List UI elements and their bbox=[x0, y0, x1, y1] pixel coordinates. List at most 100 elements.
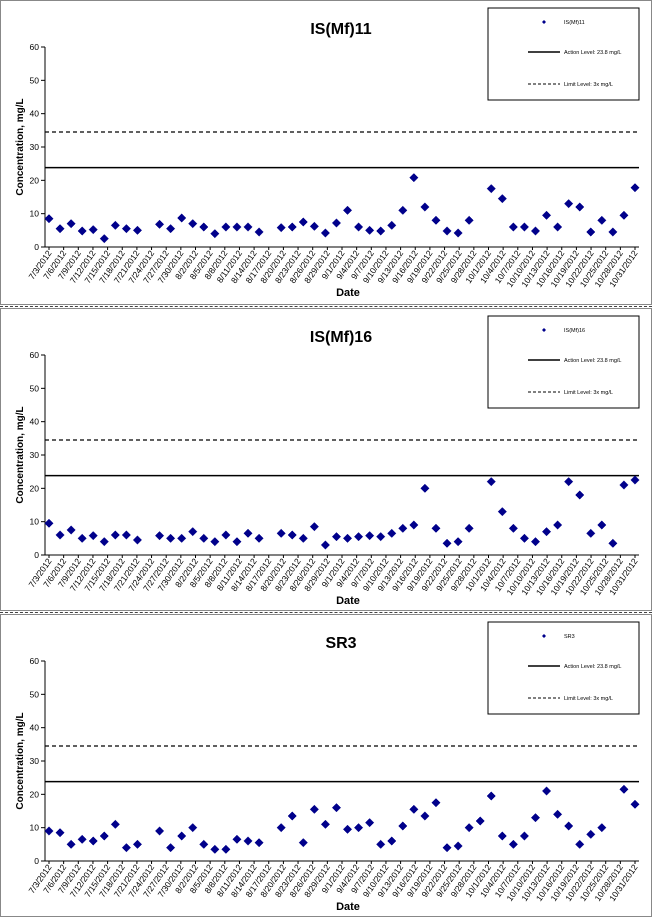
chart-title: IS(Mf)16 bbox=[310, 329, 372, 346]
data-point bbox=[409, 173, 419, 183]
data-point bbox=[188, 823, 198, 833]
data-point bbox=[221, 844, 231, 854]
data-point bbox=[575, 490, 585, 500]
data-point bbox=[121, 843, 131, 853]
data-point bbox=[486, 477, 496, 487]
y-tick-label: 50 bbox=[30, 75, 40, 85]
data-point bbox=[199, 222, 209, 232]
data-point bbox=[254, 838, 264, 848]
data-point bbox=[387, 528, 397, 538]
data-point bbox=[320, 540, 330, 550]
data-point bbox=[199, 839, 209, 849]
data-point bbox=[99, 831, 109, 841]
data-point bbox=[530, 537, 541, 547]
data-point bbox=[254, 533, 264, 543]
data-point bbox=[354, 532, 364, 542]
data-point bbox=[387, 836, 397, 846]
data-point bbox=[177, 533, 187, 543]
data-point bbox=[630, 799, 640, 809]
data-point bbox=[508, 523, 518, 533]
data-point bbox=[486, 184, 496, 194]
data-point bbox=[619, 210, 629, 220]
data-point bbox=[166, 533, 176, 543]
data-point bbox=[210, 844, 220, 854]
data-point bbox=[586, 829, 596, 839]
data-point bbox=[66, 525, 76, 535]
data-point bbox=[442, 538, 452, 548]
x-axis-label: Date bbox=[336, 287, 360, 299]
data-point bbox=[586, 528, 596, 538]
data-point bbox=[431, 798, 441, 808]
data-point bbox=[453, 841, 463, 851]
data-point bbox=[121, 530, 131, 540]
data-point bbox=[431, 215, 441, 225]
data-point bbox=[88, 531, 98, 541]
legend-label-action: Action Level: 23.8 mg/L bbox=[564, 358, 621, 364]
y-tick-label: 50 bbox=[30, 383, 40, 393]
data-point bbox=[376, 532, 386, 542]
legend-label-limit: Limit Level: 3x mg/L bbox=[564, 696, 613, 702]
data-point bbox=[597, 520, 607, 530]
data-point bbox=[420, 202, 430, 212]
data-point bbox=[66, 219, 76, 229]
y-tick-label: 40 bbox=[30, 109, 40, 119]
data-point bbox=[575, 839, 585, 849]
data-point bbox=[276, 528, 286, 538]
legend-box bbox=[487, 315, 640, 409]
data-point bbox=[342, 205, 353, 215]
data-point bbox=[287, 530, 297, 540]
data-point bbox=[453, 537, 463, 547]
data-point bbox=[564, 821, 574, 831]
data-point bbox=[66, 839, 76, 849]
data-point bbox=[409, 520, 419, 530]
x-axis-label: Date bbox=[336, 901, 360, 913]
data-point bbox=[475, 816, 485, 826]
data-point bbox=[166, 843, 176, 853]
data-point bbox=[541, 527, 552, 537]
data-point bbox=[276, 823, 286, 833]
y-tick-label: 60 bbox=[30, 656, 40, 666]
data-point bbox=[619, 784, 629, 794]
legend-marker bbox=[542, 328, 546, 332]
data-point bbox=[221, 222, 231, 232]
data-point bbox=[508, 222, 518, 232]
data-point bbox=[44, 214, 54, 224]
data-point bbox=[486, 791, 496, 801]
legend-label-series: IS(Mf)11 bbox=[564, 20, 585, 26]
data-point bbox=[55, 224, 65, 234]
chart-panel-2: IS(Mf)16 0 10 20 30 40 50 60 Concentration, mg/L… bbox=[0, 308, 652, 611]
data-point bbox=[398, 821, 408, 831]
data-point bbox=[77, 533, 87, 543]
data-point bbox=[464, 215, 474, 225]
data-point bbox=[232, 222, 242, 232]
y-tick-label: 10 bbox=[30, 517, 40, 527]
chart-title: SR3 bbox=[325, 635, 356, 652]
data-point bbox=[453, 228, 463, 238]
data-point bbox=[365, 531, 375, 541]
data-point bbox=[597, 823, 607, 833]
data-point bbox=[630, 183, 640, 193]
legend-marker bbox=[542, 634, 546, 638]
data-point bbox=[519, 831, 529, 841]
data-point bbox=[541, 786, 552, 796]
legend-label-series: IS(Mf)16 bbox=[564, 328, 585, 334]
data-point bbox=[619, 480, 629, 490]
data-point bbox=[608, 227, 618, 237]
data-point bbox=[519, 222, 529, 232]
data-point bbox=[442, 843, 452, 853]
data-point bbox=[342, 824, 353, 834]
data-point bbox=[508, 839, 518, 849]
data-point bbox=[553, 222, 563, 232]
y-tick-label: 10 bbox=[30, 209, 40, 219]
data-point bbox=[530, 226, 541, 236]
chart-svg-1: IS(Mf)11 0 10 20 30 40 50 60 Concentration, mg/L… bbox=[15, 7, 640, 299]
data-point bbox=[497, 831, 507, 841]
y-tick-label: 40 bbox=[30, 417, 40, 427]
data-point bbox=[342, 533, 353, 543]
data-point bbox=[210, 537, 220, 547]
y-tick-label: 50 bbox=[30, 689, 40, 699]
legend-label-action: Action Level: 23.8 mg/L bbox=[564, 50, 621, 56]
chart-panel-1: IS(Mf)11 0 10 20 30 40 50 60 Concentration, mg/L… bbox=[0, 0, 652, 305]
data-point bbox=[188, 219, 198, 229]
